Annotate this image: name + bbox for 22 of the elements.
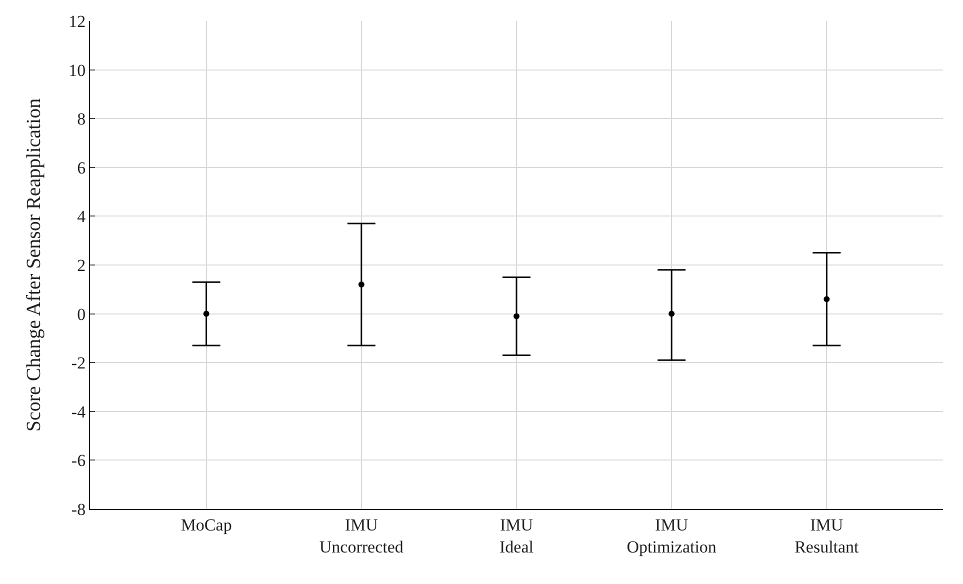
y-tick-label: 6 [77,158,86,178]
x-tick-label: IMU Resultant [794,515,860,556]
x-tick-label: IMU Uncorrected [319,515,404,556]
y-tick-label: 0 [77,304,86,324]
y-tick-label: 4 [77,207,86,226]
y-tick-label: -2 [71,354,86,373]
point [514,313,520,320]
y-axis-title: Score Change After Sensor Reapplication [23,98,45,432]
point [203,310,210,317]
y-tick-label: 2 [77,256,86,275]
point [824,296,830,302]
y-tick-label: 8 [77,110,86,129]
y-tick-label: 10 [68,60,86,80]
point [358,282,364,288]
x-tick-label: IMU Ideal [500,515,534,556]
point [668,310,675,317]
x-tick-label: IMU Optimization [626,515,717,556]
y-tick-label: -6 [71,451,86,470]
y-tick-label: -8 [71,500,86,519]
x-tick-label: MoCap [180,515,232,534]
y-tick-label: 12 [68,12,86,31]
y-tick-label: -4 [71,402,86,422]
